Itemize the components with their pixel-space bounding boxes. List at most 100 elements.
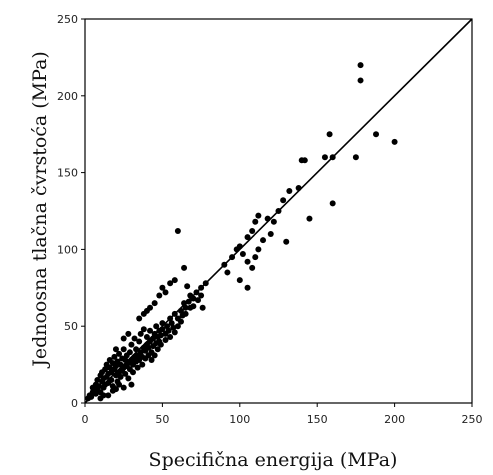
- scatter-point: [94, 376, 101, 383]
- scatter-point: [164, 323, 171, 330]
- scatter-point: [159, 284, 166, 291]
- scatter-point: [182, 310, 189, 317]
- scatter-point: [275, 208, 282, 214]
- scatter-point: [171, 277, 178, 284]
- scatter-point: [373, 131, 380, 138]
- y-tick-label: 150: [57, 167, 78, 180]
- scatter-point: [280, 197, 287, 204]
- scatter-point: [184, 283, 191, 290]
- scatter-point: [171, 329, 178, 336]
- scatter-point: [199, 304, 206, 311]
- scatter-point: [270, 218, 277, 225]
- scatter-point: [165, 327, 172, 334]
- x-ticks: 0 50 100 150 200 250: [82, 403, 483, 426]
- x-tick-label: 0: [82, 413, 89, 426]
- scatter-point: [195, 297, 202, 304]
- scatter-point: [167, 333, 174, 340]
- scatter-point: [190, 295, 197, 302]
- y-tick-label: 0: [71, 397, 78, 410]
- scatter-point: [306, 215, 313, 222]
- scatter-point: [252, 254, 259, 261]
- scatter-point: [168, 320, 175, 327]
- scatter-point: [131, 335, 138, 342]
- x-tick-label: 250: [462, 413, 483, 426]
- x-tick-label: 50: [155, 413, 169, 426]
- scatter-point: [151, 352, 158, 359]
- scatter-point: [156, 292, 163, 299]
- scatter-point: [128, 341, 135, 348]
- scatter-point: [283, 238, 290, 245]
- scatter-point: [120, 335, 127, 342]
- scatter-point: [125, 330, 132, 337]
- scatter-point: [182, 304, 189, 311]
- scatter-point: [120, 384, 127, 391]
- scatter-point: [159, 326, 166, 333]
- scatter-point: [174, 227, 181, 234]
- y-tick-label: 100: [57, 243, 78, 256]
- y-tick-label: 250: [57, 13, 78, 26]
- scatter-point: [153, 323, 160, 330]
- scatter-point: [177, 318, 184, 325]
- x-tick-label: 100: [229, 413, 250, 426]
- scatter-point: [264, 215, 271, 222]
- scatter-point: [116, 381, 123, 388]
- y-tick-label: 200: [57, 90, 78, 103]
- scatter-point: [122, 370, 129, 377]
- scatter-point: [112, 363, 119, 370]
- scatter-point: [244, 234, 251, 241]
- scatter-point: [126, 349, 133, 356]
- scatter-point: [329, 154, 336, 161]
- scatter-point: [190, 303, 197, 310]
- x-axis-title: Specifična energija (MPa): [149, 449, 398, 471]
- scatter-point: [145, 344, 152, 351]
- scatter-point: [134, 364, 141, 371]
- scatter-point: [137, 349, 144, 356]
- scatter-point: [249, 264, 256, 271]
- scatter-point: [185, 298, 192, 305]
- scatter-point: [148, 356, 155, 363]
- scatter-point: [108, 376, 115, 383]
- scatter-point: [102, 366, 109, 373]
- scatter-point: [140, 326, 147, 333]
- scatter-point: [136, 338, 143, 345]
- scatter-point: [221, 261, 228, 268]
- scatter-point: [352, 154, 359, 161]
- scatter-point: [329, 200, 336, 207]
- scatter-point: [326, 131, 333, 138]
- scatter-point: [236, 277, 243, 284]
- plot-frame: [84, 18, 473, 404]
- scatter-point: [252, 218, 259, 225]
- scatter-point: [286, 188, 293, 195]
- scatter-point: [100, 392, 107, 399]
- scatter-point: [111, 353, 118, 360]
- scatter-point: [125, 375, 132, 382]
- scatter-point: [260, 237, 267, 244]
- scatter-point: [255, 212, 262, 219]
- scatter-point: [193, 289, 200, 296]
- scatter-point: [117, 373, 124, 380]
- scatter-point: [301, 157, 308, 164]
- scatter-point: [120, 346, 127, 353]
- scatter-point: [202, 280, 209, 287]
- scatter-point: [147, 304, 154, 311]
- scatter-point: [321, 154, 328, 161]
- scatter-point: [88, 393, 95, 400]
- scatter-point: [112, 346, 119, 353]
- scatter-point: [255, 246, 262, 253]
- x-tick-label: 200: [384, 413, 405, 426]
- scatter-point: [170, 324, 177, 331]
- scatter-point: [224, 269, 231, 276]
- scatter-point: [177, 307, 184, 314]
- y-tick-label: 50: [64, 320, 78, 333]
- scatter-point: [198, 292, 205, 299]
- scatter-point: [105, 392, 112, 399]
- scatter-point: [154, 346, 161, 353]
- scatter-point: [133, 346, 140, 353]
- scatter-point: [159, 320, 166, 327]
- scatter-point: [239, 251, 246, 258]
- scatter-point: [151, 300, 158, 307]
- scatter-point: [244, 284, 251, 291]
- scatter-point: [137, 330, 144, 337]
- y-axis-title: Jednoosna tlačna čvrstoća (MPa): [29, 51, 51, 369]
